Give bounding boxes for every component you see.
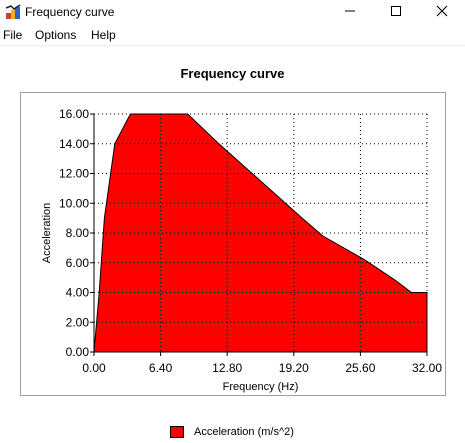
y-tick-label: 4.00: [66, 286, 90, 300]
y-tick-label: 0.00: [66, 345, 90, 359]
y-tick-label: 8.00: [66, 226, 90, 240]
x-tick-label: 25.60: [345, 361, 375, 375]
x-tick-label: 6.40: [149, 361, 173, 375]
maximize-button[interactable]: [373, 0, 419, 22]
app-icon: [5, 4, 21, 19]
x-tick-label: 32.00: [412, 361, 442, 375]
legend-label: Acceleration (m/s^2): [194, 426, 294, 438]
menu-bar: File Options Help: [0, 25, 465, 46]
x-axis-label: Frequency (Hz): [223, 381, 299, 393]
chart-title: Frequency curve: [180, 66, 285, 81]
close-button[interactable]: [419, 0, 465, 22]
title-bar: Frequency curve: [0, 0, 465, 24]
maximize-icon: [391, 6, 401, 16]
plot-frame: [20, 92, 446, 396]
menu-help[interactable]: Help: [91, 28, 116, 42]
y-tick-label: 2.00: [66, 315, 90, 329]
y-axis-label: Acceleration: [41, 203, 53, 264]
x-tick-label: 12.80: [212, 361, 242, 375]
close-icon: [436, 5, 448, 17]
window-title: Frequency curve: [25, 5, 115, 19]
y-tick-label: 16.00: [59, 107, 89, 121]
minimize-button[interactable]: [327, 0, 373, 22]
menu-options[interactable]: Options: [35, 28, 77, 42]
minimize-icon: [345, 10, 355, 12]
legend-swatch: [170, 426, 184, 438]
y-tick-label: 6.00: [66, 256, 90, 270]
y-tick-label: 10.00: [59, 196, 89, 210]
menu-file[interactable]: File: [3, 28, 23, 42]
x-tick-label: 0.00: [82, 361, 106, 375]
y-tick-label: 14.00: [59, 137, 89, 151]
x-tick-label: 19.20: [279, 361, 309, 375]
series-area: [93, 113, 428, 353]
y-tick-label: 12.00: [59, 167, 89, 181]
